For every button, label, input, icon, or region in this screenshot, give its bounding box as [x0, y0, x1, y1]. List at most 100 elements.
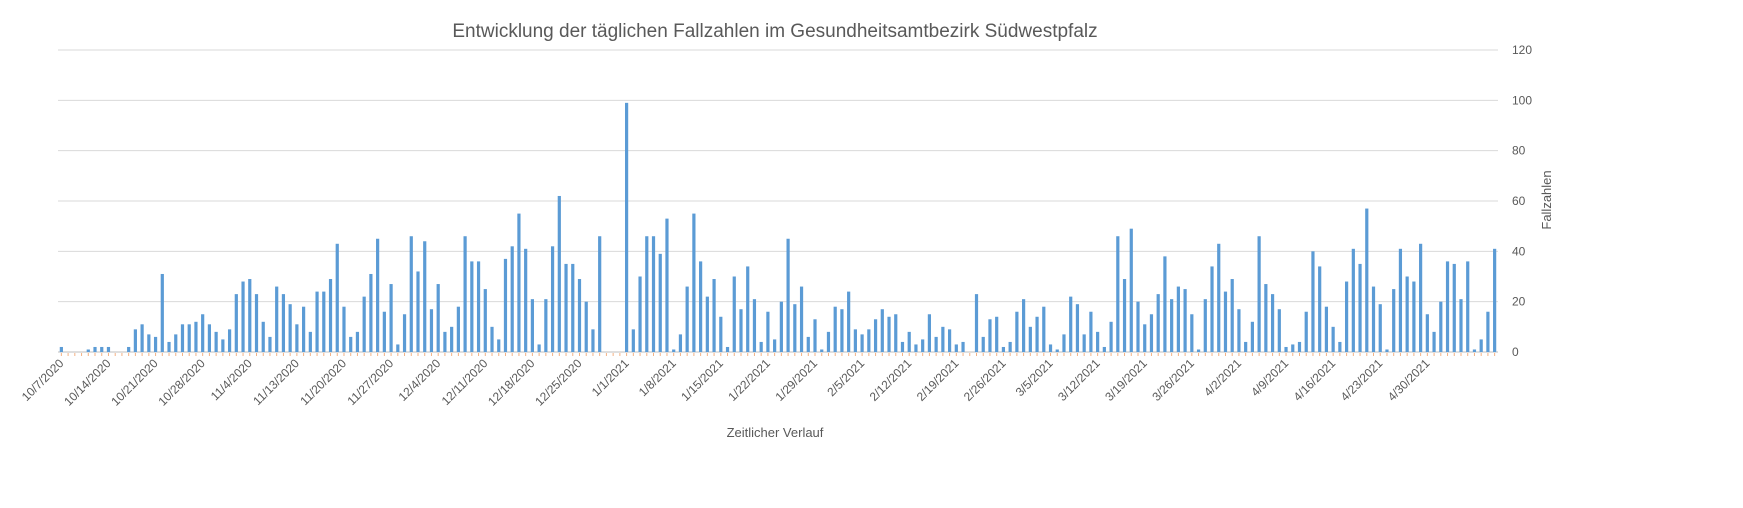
- bar: [665, 218, 669, 352]
- bar: [510, 246, 514, 352]
- bar: [1102, 346, 1106, 352]
- bar: [1324, 306, 1329, 352]
- bar: [995, 316, 999, 352]
- x-tick-label: 3/26/2021: [1149, 356, 1197, 404]
- x-tick-label: 11/13/2020: [250, 356, 302, 408]
- bar: [1190, 314, 1194, 352]
- bar: [907, 331, 911, 352]
- bar: [1459, 299, 1463, 352]
- bar: [214, 331, 218, 352]
- bar: [1493, 248, 1497, 352]
- bar: [476, 261, 481, 352]
- bar: [1203, 299, 1207, 352]
- bar: [577, 279, 582, 352]
- bar: [1237, 309, 1241, 352]
- bar: [490, 326, 494, 352]
- bar: [302, 306, 306, 352]
- bar: [961, 341, 965, 352]
- bar: [389, 284, 393, 352]
- bar: [988, 319, 992, 352]
- bar: [1277, 309, 1281, 352]
- bar: [1365, 208, 1369, 352]
- bar: [880, 309, 884, 352]
- bar: [537, 344, 541, 352]
- bar: [853, 329, 857, 352]
- y-tick-labels: 0 20 40 60 80 100 120: [1512, 43, 1532, 359]
- x-tick-label: 1/22/2021: [725, 356, 773, 404]
- bar: [1344, 281, 1349, 352]
- bar: [315, 291, 319, 352]
- bar: [1001, 346, 1006, 352]
- bar: [1096, 331, 1100, 352]
- x-tick-label: 4/2/2021: [1201, 356, 1244, 399]
- bar: [1176, 286, 1180, 352]
- bar: [443, 331, 447, 352]
- bar: [1149, 314, 1154, 352]
- bar: [1015, 311, 1019, 352]
- bar: [1082, 334, 1086, 352]
- bar: [1035, 316, 1039, 352]
- bar: [106, 346, 111, 352]
- x-tick-label: 1/8/2021: [636, 356, 679, 399]
- bar: [1264, 284, 1268, 352]
- bar: [739, 309, 743, 352]
- x-tick-label: 3/5/2021: [1013, 356, 1056, 399]
- x-tick-label: 2/12/2021: [867, 356, 915, 404]
- bar: [1385, 349, 1389, 352]
- x-tick-label: 2/5/2021: [824, 356, 867, 399]
- bar: [268, 336, 272, 352]
- bar: [1217, 243, 1221, 352]
- bar: [1042, 306, 1046, 352]
- bar: [429, 309, 434, 352]
- bar: [557, 195, 561, 352]
- bar: [234, 294, 238, 352]
- bar: [436, 284, 440, 352]
- x-tick-label: 3/19/2021: [1102, 356, 1150, 404]
- bar: [1297, 341, 1302, 352]
- bar: [1291, 344, 1295, 352]
- x-tick-label: 3/12/2021: [1055, 356, 1103, 404]
- bar: [705, 296, 709, 352]
- bar: [1479, 339, 1483, 352]
- bar: [100, 346, 104, 352]
- bar: [900, 341, 905, 352]
- y-tick-label: 80: [1512, 144, 1526, 158]
- x-tick-label: 10/28/2020: [155, 356, 208, 409]
- bar: [470, 261, 474, 352]
- bar: [227, 329, 232, 352]
- bar: [672, 349, 676, 352]
- x-tick-label: 12/11/2020: [439, 356, 491, 408]
- x-tick-label: 11/4/2020: [208, 356, 255, 403]
- bar: [887, 316, 891, 352]
- bar: [1284, 346, 1288, 352]
- bar: [355, 331, 360, 352]
- y-tick-label: 20: [1512, 295, 1526, 309]
- bar: [1022, 299, 1026, 352]
- bar: [793, 304, 797, 352]
- bar: [1392, 289, 1396, 352]
- bar: [786, 238, 790, 352]
- bar: [719, 316, 723, 352]
- bar: [167, 341, 171, 352]
- bar: [1062, 334, 1066, 352]
- bar: [544, 299, 548, 352]
- bar: [1432, 331, 1436, 352]
- bar: [820, 349, 824, 352]
- bar: [160, 273, 164, 352]
- bar: [631, 329, 635, 352]
- bar: [281, 294, 286, 352]
- bar: [463, 236, 467, 352]
- bar: [376, 238, 380, 352]
- bar: [974, 294, 979, 352]
- bar: [517, 213, 521, 352]
- x-tick-label: 10/21/2020: [108, 356, 161, 409]
- bar: [1472, 349, 1477, 352]
- y-tick-label: 100: [1512, 93, 1532, 107]
- gridlines: [58, 49, 1498, 356]
- bar: [322, 291, 326, 352]
- chart-title: Entwicklung der täglichen Fallzahlen im …: [452, 21, 1097, 42]
- y-tick-label: 0: [1512, 345, 1519, 359]
- bar: [295, 324, 299, 352]
- bars: [59, 102, 1497, 352]
